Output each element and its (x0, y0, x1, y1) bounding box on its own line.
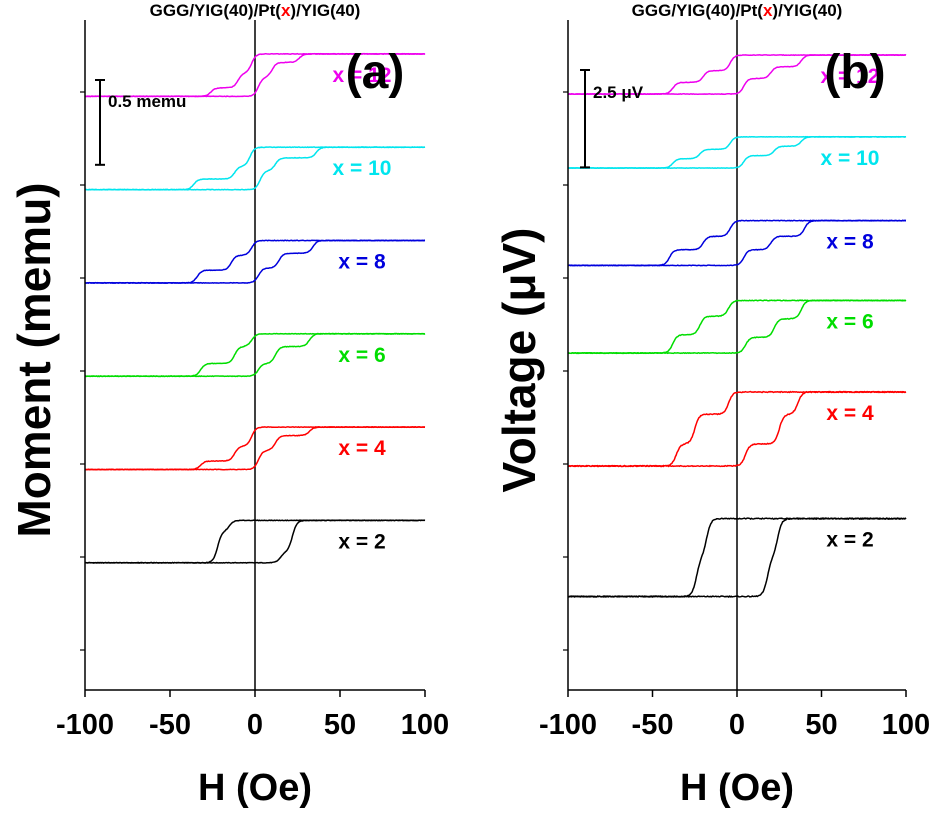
series-label: x = 6 (338, 344, 385, 367)
x-axis-label: H (Oe) (680, 767, 794, 809)
branch-down (567, 390, 907, 468)
panel-a: GGG/YIG(40)/Pt(x)/YIG(40) x = 2 x = 4 x = 6… (8, 1, 449, 809)
x-tick-label: -100 (539, 709, 597, 741)
branch-down (567, 54, 907, 96)
y-axis-label: Voltage (μV) (493, 228, 545, 493)
scale-bar: 2.5 μV (580, 69, 644, 169)
series-label: x = 12 (821, 65, 880, 88)
series-x-6: x = 6 (567, 299, 907, 355)
branch-down (84, 146, 426, 191)
series-x-4: x = 4 (567, 390, 907, 468)
x-tick-label: -50 (632, 709, 674, 741)
x-tick-label: 50 (805, 709, 837, 741)
branch-down (84, 52, 426, 98)
branch-down (84, 519, 426, 564)
chart-title: GGG/YIG(40)/Pt(x)/YIG(40) (150, 1, 361, 20)
series-label: x = 2 (826, 529, 873, 552)
series-x-2: x = 2 (567, 517, 907, 598)
x-tick-label: 0 (729, 709, 745, 741)
branch-down (567, 299, 907, 355)
series-x-12: x = 12 (567, 54, 907, 96)
title-part: GGG/YIG(40)/Pt( (632, 1, 764, 20)
series-label: x = 6 (826, 310, 873, 333)
series-x-8: x = 8 (567, 219, 907, 267)
branch-down (84, 426, 426, 471)
scale-bar-label: 0.5 memu (108, 92, 186, 111)
series-label: x = 10 (333, 157, 392, 180)
branch-down (567, 517, 907, 598)
series-label: x = 4 (338, 437, 386, 460)
title-variable-x: x (763, 1, 773, 20)
series-x-10: x = 10 (567, 135, 907, 170)
branch-down (84, 239, 426, 284)
scale-bar: 0.5 memu (95, 79, 186, 166)
series-x-6: x = 6 (84, 332, 426, 378)
panel-label: (b) (824, 46, 885, 99)
branch-down (84, 332, 426, 378)
series-label: x = 12 (333, 64, 392, 87)
title-variable-x: x (281, 1, 291, 20)
series-x-10: x = 10 (84, 146, 426, 191)
x-tick-label: 100 (882, 709, 930, 741)
scale-bar-label: 2.5 μV (593, 83, 644, 102)
chart-title: GGG/YIG(40)/Pt(x)/YIG(40) (632, 1, 843, 20)
series-label: x = 2 (338, 530, 385, 553)
series-label: x = 8 (338, 251, 386, 274)
series-label: x = 4 (826, 402, 874, 425)
title-part: )/YIG(40) (772, 1, 842, 20)
x-tick-label: 50 (324, 709, 356, 741)
series-x-2: x = 2 (84, 519, 426, 564)
x-tick-label: 0 (247, 709, 263, 741)
panel-label: (a) (346, 46, 405, 99)
title-part: )/YIG(40) (290, 1, 360, 20)
branch-down (567, 135, 907, 169)
title-part: GGG/YIG(40)/Pt( (150, 1, 282, 20)
series-x-4: x = 4 (84, 426, 426, 471)
panel-b: GGG/YIG(40)/Pt(x)/YIG(40) x = 2 x = 4 x = 6… (493, 1, 930, 809)
x-tick-label: -50 (149, 709, 191, 741)
x-axis-label: H (Oe) (198, 767, 312, 809)
series-label: x = 10 (821, 147, 880, 170)
series-x-12: x = 12 (84, 52, 426, 98)
series-x-8: x = 8 (84, 239, 426, 284)
x-tick-label: 100 (401, 709, 449, 741)
x-tick-label: -100 (56, 709, 114, 741)
y-axis-label: Moment (memu) (8, 182, 60, 537)
branch-down (567, 219, 907, 267)
series-label: x = 8 (826, 231, 874, 254)
